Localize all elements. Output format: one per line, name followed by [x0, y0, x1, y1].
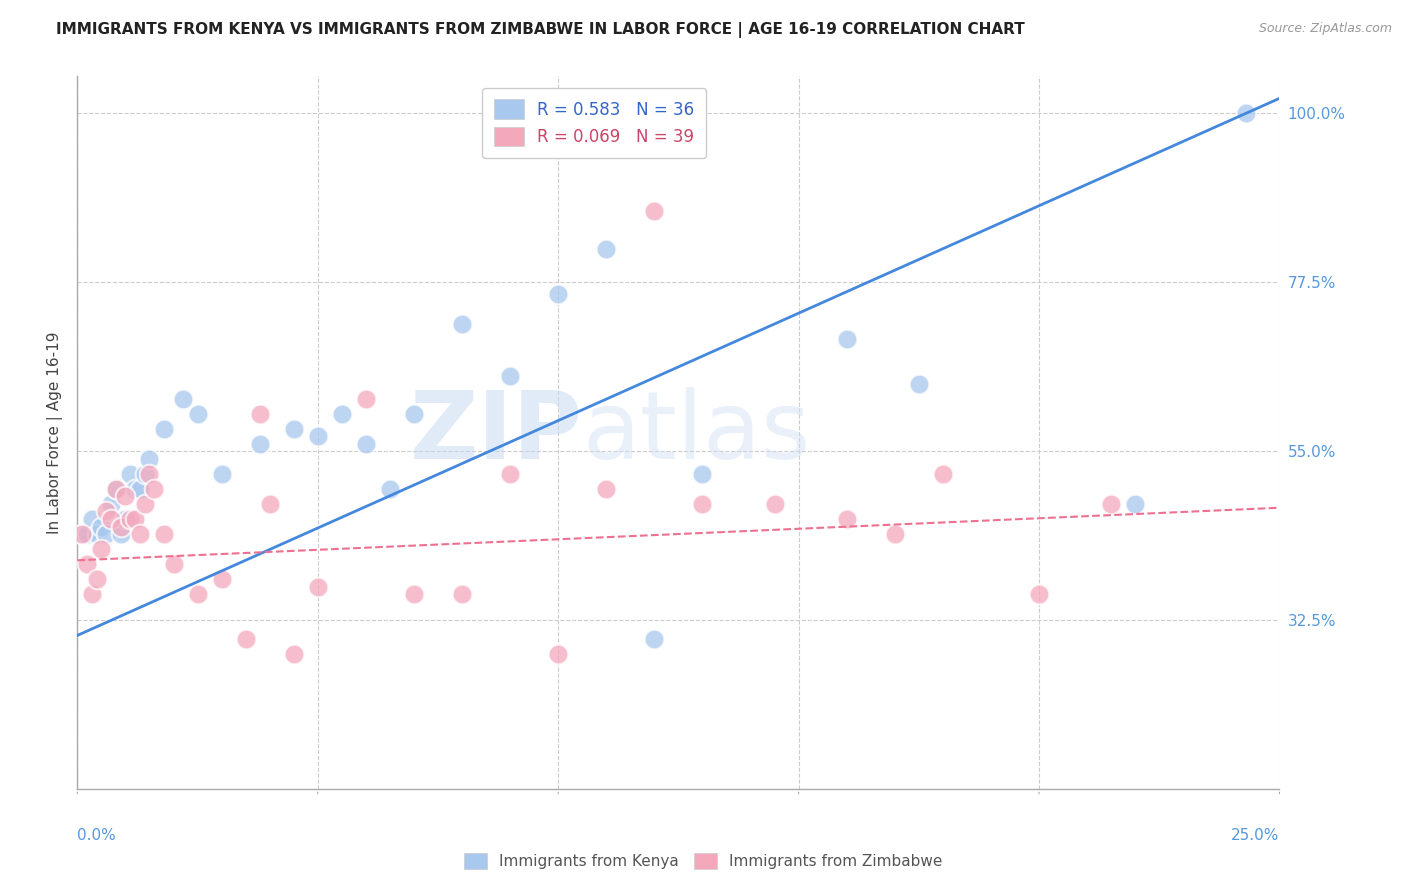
- Point: [80, 512, 103, 526]
- Text: atlas: atlas: [582, 386, 810, 479]
- Point: [307, 580, 329, 594]
- Point: [643, 204, 665, 219]
- Legend: R = 0.583   N = 36, R = 0.069   N = 39: R = 0.583 N = 36, R = 0.069 N = 39: [482, 87, 706, 158]
- Point: [153, 527, 176, 541]
- Point: [187, 587, 209, 601]
- Point: [643, 632, 665, 647]
- Text: Source: ZipAtlas.com: Source: ZipAtlas.com: [1258, 22, 1392, 36]
- Point: [330, 407, 353, 421]
- Point: [235, 632, 257, 647]
- Point: [100, 497, 122, 511]
- Point: [259, 497, 281, 511]
- Point: [172, 392, 194, 406]
- Point: [692, 497, 714, 511]
- Point: [153, 422, 176, 436]
- Point: [1099, 497, 1122, 511]
- Point: [90, 519, 112, 533]
- Point: [110, 527, 132, 541]
- Point: [1028, 587, 1050, 601]
- Point: [547, 647, 569, 661]
- Point: [86, 572, 108, 586]
- Point: [354, 437, 377, 451]
- Point: [499, 369, 522, 384]
- Point: [76, 527, 98, 541]
- Point: [211, 467, 233, 481]
- Point: [70, 527, 93, 541]
- Point: [90, 542, 112, 557]
- Point: [96, 504, 118, 518]
- Point: [908, 376, 931, 391]
- Point: [835, 512, 858, 526]
- Point: [547, 286, 569, 301]
- Point: [595, 242, 617, 256]
- Point: [835, 332, 858, 346]
- Point: [120, 467, 142, 481]
- Point: [499, 467, 522, 481]
- Point: [120, 512, 142, 526]
- Point: [1234, 106, 1257, 120]
- Point: [451, 317, 474, 331]
- Point: [128, 482, 150, 496]
- Point: [124, 512, 146, 526]
- Point: [104, 482, 127, 496]
- Point: [451, 587, 474, 601]
- Point: [249, 437, 271, 451]
- Point: [114, 490, 136, 504]
- Point: [307, 429, 329, 443]
- Point: [932, 467, 955, 481]
- Point: [134, 467, 156, 481]
- Point: [763, 497, 786, 511]
- Point: [283, 422, 305, 436]
- Point: [124, 482, 146, 496]
- Point: [187, 407, 209, 421]
- Point: [76, 557, 98, 571]
- Point: [162, 557, 184, 571]
- Point: [143, 482, 166, 496]
- Point: [110, 519, 132, 533]
- Point: [692, 467, 714, 481]
- Point: [138, 467, 160, 481]
- Point: [114, 512, 136, 526]
- Point: [249, 407, 271, 421]
- Point: [883, 527, 905, 541]
- Point: [378, 482, 401, 496]
- Point: [283, 647, 305, 661]
- Point: [134, 497, 156, 511]
- Y-axis label: In Labor Force | Age 16-19: In Labor Force | Age 16-19: [48, 331, 63, 534]
- Point: [100, 512, 122, 526]
- Point: [96, 527, 118, 541]
- Text: ZIP: ZIP: [409, 386, 582, 479]
- Point: [211, 572, 233, 586]
- Text: 0.0%: 0.0%: [77, 829, 117, 843]
- Point: [595, 482, 617, 496]
- Point: [86, 527, 108, 541]
- Point: [70, 527, 93, 541]
- Point: [354, 392, 377, 406]
- Text: IMMIGRANTS FROM KENYA VS IMMIGRANTS FROM ZIMBABWE IN LABOR FORCE | AGE 16-19 COR: IMMIGRANTS FROM KENYA VS IMMIGRANTS FROM…: [56, 22, 1025, 38]
- Point: [80, 587, 103, 601]
- Point: [1123, 497, 1146, 511]
- Point: [402, 587, 425, 601]
- Point: [402, 407, 425, 421]
- Point: [104, 482, 127, 496]
- Legend: Immigrants from Kenya, Immigrants from Zimbabwe: Immigrants from Kenya, Immigrants from Z…: [457, 847, 949, 875]
- Point: [128, 527, 150, 541]
- Text: 25.0%: 25.0%: [1232, 829, 1279, 843]
- Point: [138, 451, 160, 466]
